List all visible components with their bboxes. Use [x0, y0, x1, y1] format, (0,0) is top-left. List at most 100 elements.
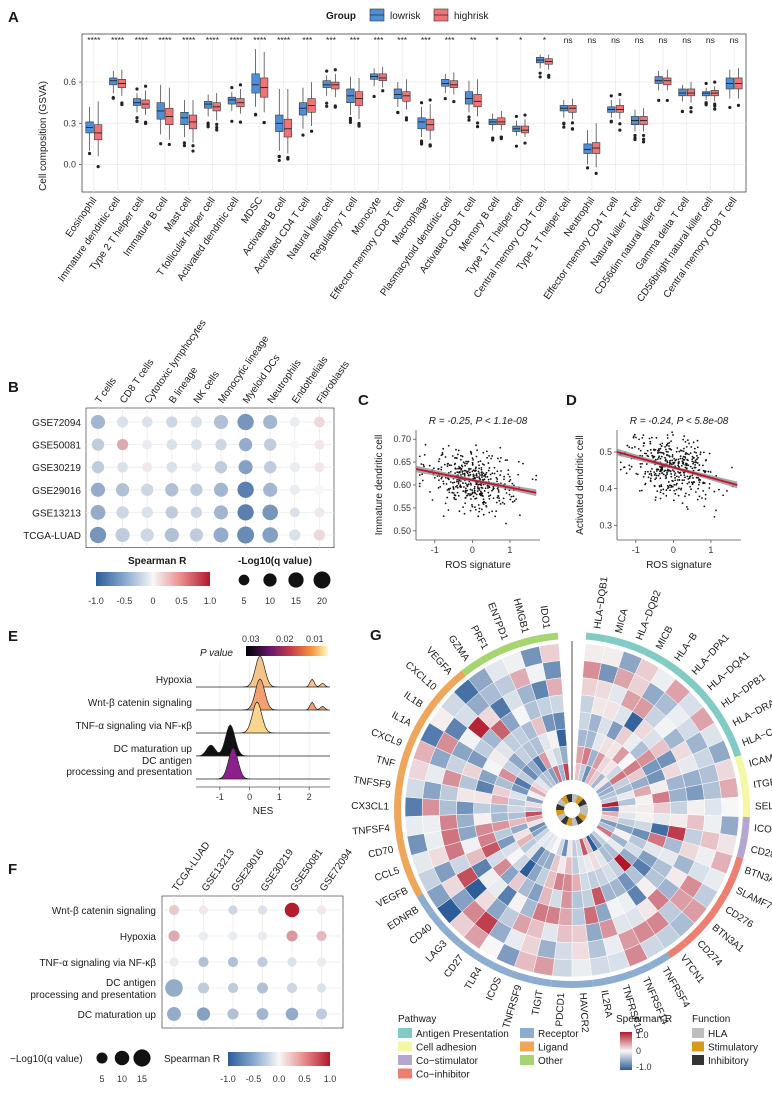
point — [482, 513, 485, 516]
point — [496, 470, 499, 473]
function-ring-seg — [577, 813, 587, 822]
point — [457, 482, 460, 485]
significance-label: **** — [277, 35, 291, 45]
point — [482, 503, 485, 506]
heat-cell — [490, 803, 509, 814]
outlier — [396, 110, 400, 115]
dot — [316, 983, 327, 993]
point — [661, 472, 664, 475]
point — [687, 478, 690, 480]
point — [508, 493, 511, 496]
dot — [191, 439, 202, 450]
point — [715, 509, 717, 512]
boxplot-low — [251, 49, 260, 117]
point — [639, 466, 642, 468]
box — [227, 96, 236, 105]
heat-cell — [721, 796, 740, 817]
significance-label: ns — [635, 35, 644, 45]
legend-r-tick: 0.5 — [298, 1074, 311, 1084]
dot — [228, 931, 238, 941]
outlier — [570, 121, 575, 125]
dot — [237, 526, 255, 544]
pathway-ring-seg — [572, 979, 593, 988]
point — [455, 457, 457, 459]
point — [702, 482, 705, 485]
point — [472, 469, 475, 472]
pathway-ring-seg — [683, 926, 703, 946]
boxplot-low — [180, 99, 189, 148]
outlier — [499, 137, 503, 141]
panel-c-scatter: R = -0.25, P < 1.1e-08 0.50 0.55 0.60 0.65 0.… — [374, 416, 540, 571]
boxplot-low — [204, 94, 213, 129]
panel-e-ridgeplot: -1 0 1 2 NES Hypoxia Wnt-β catenin signaling TN… — [66, 655, 331, 817]
point — [477, 515, 480, 518]
xtick-label: 1 — [708, 545, 713, 555]
point — [460, 467, 463, 470]
panel-b-letter: B — [8, 379, 19, 396]
point — [679, 449, 682, 452]
heat-cell — [421, 815, 442, 834]
gene-label: CCL5 — [373, 865, 401, 884]
point — [628, 464, 631, 467]
point — [478, 487, 480, 490]
point — [460, 473, 462, 476]
pathway-ring-seg — [551, 979, 572, 988]
dot — [214, 461, 228, 474]
point — [473, 485, 476, 488]
legend-group-title: Group — [326, 11, 356, 22]
point — [456, 453, 459, 456]
point — [437, 487, 440, 489]
point — [664, 458, 667, 461]
point — [661, 468, 664, 471]
outlier — [230, 119, 234, 123]
point — [456, 491, 459, 494]
pathway-ring-seg — [478, 648, 501, 665]
point — [478, 507, 481, 510]
point — [689, 485, 692, 488]
point — [464, 462, 466, 465]
outlier — [736, 103, 741, 107]
point — [644, 482, 647, 485]
point — [672, 434, 674, 436]
legend-r-title: Spearman R — [164, 1054, 220, 1065]
gene-label: CD276 — [723, 905, 756, 931]
row-label: GSE13213 — [32, 508, 81, 519]
pathway-ring-seg — [491, 962, 513, 978]
point — [478, 489, 481, 491]
point — [688, 442, 690, 445]
pathway-ring-seg — [428, 910, 447, 931]
pathway-ring-seg — [516, 635, 539, 648]
dot — [314, 462, 325, 473]
point — [442, 515, 445, 518]
significance-label: **** — [206, 35, 220, 45]
point — [488, 511, 491, 514]
point — [487, 469, 490, 472]
legend-pathway-label: Receptor — [538, 1029, 579, 1040]
dot — [140, 528, 154, 542]
point — [654, 458, 657, 461]
gene-label: BTN3A1 — [710, 922, 747, 955]
point — [665, 448, 667, 451]
outlier — [609, 119, 613, 123]
point — [489, 478, 492, 480]
gene-label: IL2RA — [598, 989, 614, 1019]
point — [458, 467, 461, 470]
point — [691, 482, 694, 485]
point — [465, 460, 468, 463]
point — [471, 461, 474, 464]
point — [474, 477, 477, 480]
point — [689, 475, 692, 478]
outlier — [475, 121, 480, 125]
outlier — [215, 125, 219, 130]
point — [481, 476, 483, 478]
point — [476, 486, 479, 488]
point — [418, 474, 421, 476]
pathway-label: Wnt-β catenin signaling — [88, 698, 192, 709]
point — [513, 500, 516, 502]
point — [659, 497, 662, 500]
point — [694, 491, 697, 493]
point — [629, 468, 631, 471]
point — [675, 475, 678, 478]
point — [484, 502, 487, 504]
point — [681, 479, 684, 481]
